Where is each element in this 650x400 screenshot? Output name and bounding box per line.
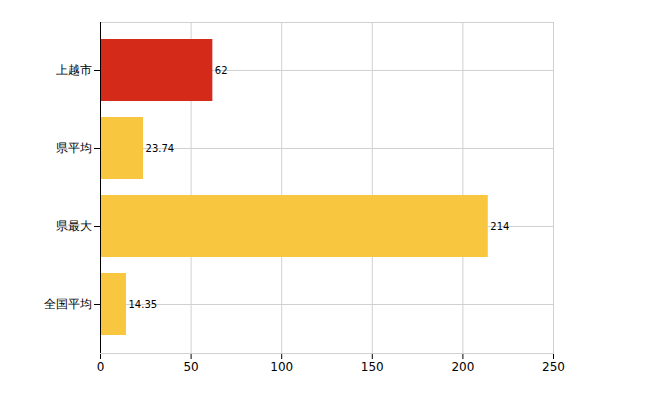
svg-text:250: 250 — [542, 360, 565, 374]
svg-text:214: 214 — [490, 221, 509, 232]
svg-text:200: 200 — [451, 360, 474, 374]
svg-text:県最大: 県最大 — [56, 219, 92, 233]
svg-text:0: 0 — [97, 360, 105, 374]
svg-text:62: 62 — [215, 65, 228, 76]
svg-text:50: 50 — [183, 360, 198, 374]
svg-text:23.74: 23.74 — [146, 143, 175, 154]
svg-text:150: 150 — [361, 360, 384, 374]
svg-text:14.35: 14.35 — [129, 299, 158, 310]
svg-text:100: 100 — [270, 360, 293, 374]
svg-text:上越市: 上越市 — [56, 63, 92, 77]
svg-text:全国平均: 全国平均 — [44, 297, 92, 311]
svg-text:県平均: 県平均 — [56, 141, 92, 155]
